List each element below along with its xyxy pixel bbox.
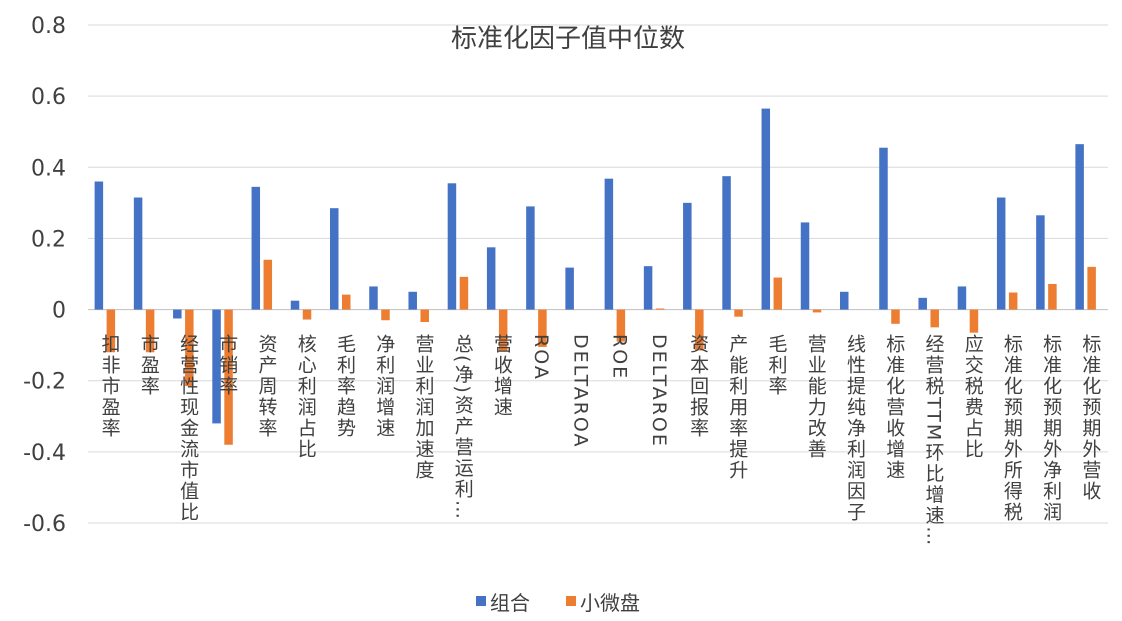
legend-swatch [476,596,486,606]
bar-portfolio [173,309,182,319]
category-label: 标准化预期外净利润 [1040,334,1062,523]
bar-small-micro-cap [498,309,508,351]
bar-small-micro-cap [812,309,822,313]
legend: 组合 小微盘 [476,591,640,615]
category-label: 营业利润加速度 [412,334,434,481]
bar-small-micro-cap [773,277,783,310]
bar-small-micro-cap [695,309,704,351]
bar-small-micro-cap [891,309,900,324]
x-axis-category-labels: 扣非市盈率 市盈率 经营性现金流市值比 市销率 资产周转率 核心利润占比 毛利率趋势 净利润增… [99,334,1102,548]
bar-small-micro-cap [342,294,351,310]
category-label: 资产周转率 [256,334,278,439]
bar-portfolio [447,183,457,310]
bar-small-micro-cap [1008,292,1018,310]
bar-small-micro-cap [459,276,469,310]
bar-portfolio [212,309,221,424]
y-tick-label: 0.8 [31,14,66,39]
bars [94,108,1096,445]
bar-small-micro-cap [616,309,626,342]
category-label: 营业能力改善 [805,334,827,460]
y-tick-label: 0.4 [31,156,66,181]
bar-portfolio [251,186,261,310]
bar-small-micro-cap [1087,266,1096,310]
category-label: 应交税费占比 [962,334,984,460]
bar-small-micro-cap [1048,283,1057,310]
category-label: 标准化营收增速 [883,334,905,481]
y-tick-label: 0.6 [31,85,66,110]
legend-swatch [566,596,576,606]
bar-portfolio [526,206,535,310]
category-label: 线性提纯净利润因子 [844,334,866,523]
bar-portfolio [1036,215,1045,310]
gridlines [88,24,1108,524]
bar-portfolio [918,297,927,310]
category-label: 资本回报率 [687,334,709,439]
bar-portfolio [957,286,967,310]
bar-portfolio [94,181,104,310]
legend-label: 组合 [490,591,530,615]
category-label: 营收增速 [491,334,513,418]
category-label: 总(净)资产营运利… [452,334,474,521]
bar-small-micro-cap [224,309,233,445]
bar-small-micro-cap [381,309,390,321]
category-label: DELTAROA [569,334,591,449]
legend-label: 小微盘 [580,591,640,615]
category-label: 产能利用率提升 [726,334,748,481]
y-tick-label: -0.2 [23,370,66,395]
bar-small-micro-cap [930,309,939,328]
bar-portfolio [643,266,653,310]
category-label: 扣非市盈率 [99,334,121,439]
bar-small-micro-cap [145,309,155,353]
bar-portfolio [800,222,810,310]
y-tick-label: -0.6 [23,512,66,537]
bar-portfolio [565,267,574,310]
category-label: ROA [530,334,552,381]
bar-portfolio [683,202,692,310]
y-tick-label: -0.4 [23,441,66,466]
category-label: 市盈率 [138,334,160,397]
category-label: 净利润增速 [373,334,395,439]
y-tick-label: 0.2 [31,227,66,252]
bar-portfolio [290,300,300,310]
bar-portfolio [133,197,143,310]
bar-small-micro-cap [734,309,743,317]
bar-small-micro-cap [420,309,429,323]
bar-portfolio [722,176,731,310]
bar-portfolio [408,291,417,310]
category-label: 毛利率 [766,334,788,397]
category-label: 经营性现金流市值比 [177,334,199,523]
bar-small-micro-cap [106,309,116,353]
category-label: ROE [609,334,631,380]
bar-portfolio [879,147,888,310]
chart-title: 标准化因子值中位数 [451,24,685,54]
bar-portfolio [369,286,378,310]
bar-portfolio [761,108,771,310]
category-label: 标准化预期外营收 [1079,334,1101,502]
bar-portfolio [996,197,1006,310]
bar-portfolio [840,291,849,310]
bar-small-micro-cap [538,309,547,347]
category-label: 核心利润占比 [295,334,317,460]
bar-portfolio [604,178,614,310]
category-label: 市销率 [216,334,238,397]
y-tick-label: 0 [52,299,66,324]
bar-small-micro-cap [969,309,979,333]
category-label: DELTAROE [648,334,670,448]
bar-portfolio [330,208,339,310]
category-label: 毛利率趋势 [334,334,356,439]
y-axis-tick-labels: -0.6 -0.4 -0.2 0 0.2 0.4 0.6 0.8 [23,14,66,537]
category-label: 标准化预期外所得税 [1001,334,1023,523]
category-label: 经营税TTM环比增速… [922,334,944,548]
bar-small-micro-cap [185,309,194,387]
bar-small-micro-cap [302,309,312,320]
bar-small-micro-cap [263,259,273,310]
bar-portfolio [486,247,496,310]
bar-portfolio [1075,144,1084,310]
bar-small-micro-cap [655,308,665,310]
